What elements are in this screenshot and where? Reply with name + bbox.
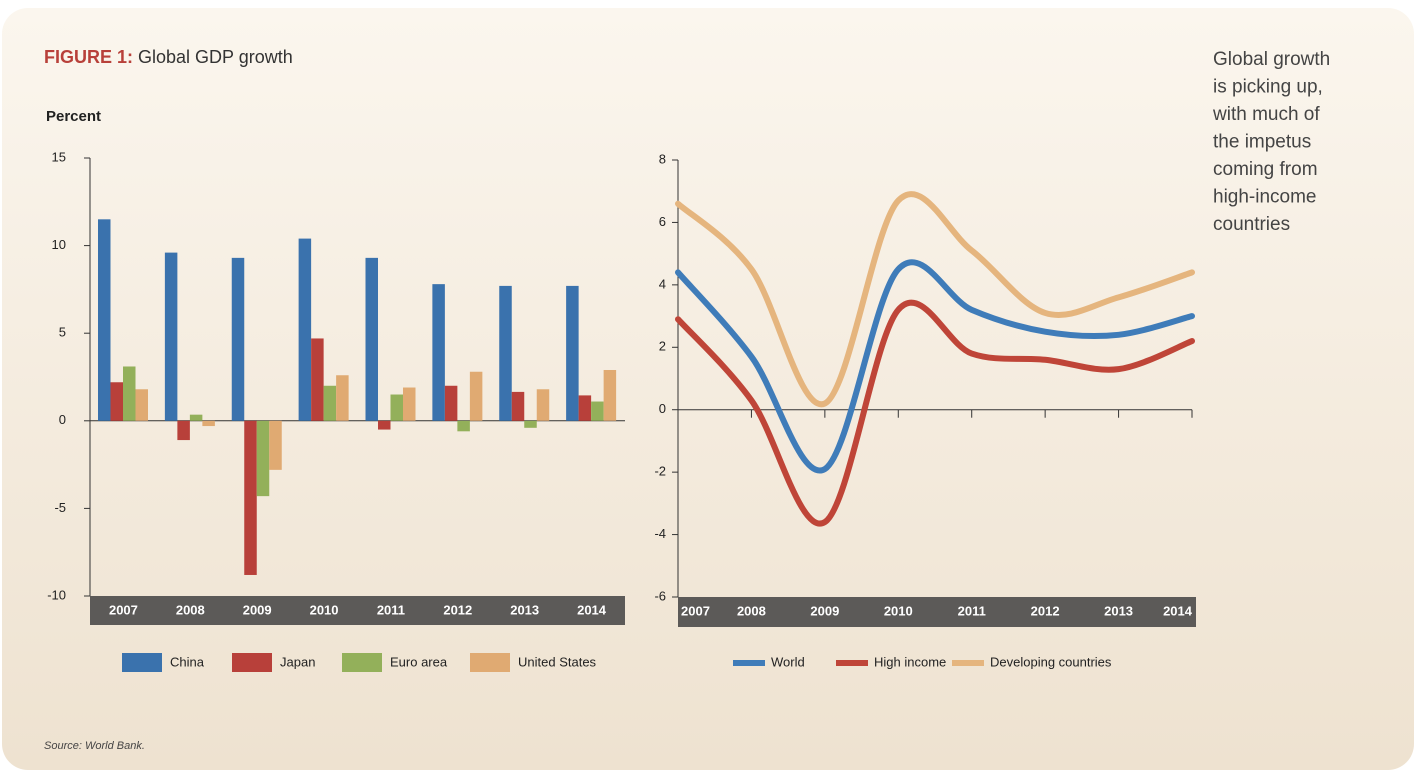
bar xyxy=(123,366,136,421)
bar xyxy=(524,420,537,428)
bar xyxy=(432,284,445,421)
bar xyxy=(378,420,391,430)
x-tick-label: 2011 xyxy=(377,602,405,617)
note-line: is picking up, xyxy=(1213,77,1323,98)
note-line: coming from xyxy=(1213,159,1318,180)
bar xyxy=(244,420,257,575)
bar xyxy=(110,382,123,421)
bar xyxy=(189,414,203,421)
bar xyxy=(164,252,178,421)
bar xyxy=(269,420,282,470)
y-tick-label: -2 xyxy=(654,464,666,479)
figure-title-text: Global GDP growth xyxy=(138,47,293,67)
bar xyxy=(603,369,617,421)
legend-swatch xyxy=(470,653,510,672)
figure-title: FIGURE 1: Global GDP growth xyxy=(44,47,293,67)
bar xyxy=(256,420,270,497)
note-line: with much of xyxy=(1212,104,1320,125)
x-tick-label: 2013 xyxy=(510,602,539,617)
legend-label: World xyxy=(771,654,805,669)
x-tick-label: 2014 xyxy=(1163,603,1193,618)
y-tick-label: -6 xyxy=(654,588,666,603)
legend-label: Developing countries xyxy=(990,654,1112,669)
y-axis-label: Percent xyxy=(46,108,101,125)
legend-label: High income xyxy=(874,654,946,669)
bar xyxy=(578,395,592,421)
y-tick-label: -5 xyxy=(54,500,66,515)
source: Source: World Bank. xyxy=(44,740,145,752)
category-band xyxy=(678,597,1196,627)
y-tick-label: 8 xyxy=(659,151,666,166)
bar xyxy=(231,257,245,421)
bar xyxy=(469,371,483,421)
x-tick-label: 2009 xyxy=(810,603,839,618)
note-line: Global growth xyxy=(1213,49,1330,70)
y-tick-label: 4 xyxy=(659,276,666,291)
bar xyxy=(591,401,604,421)
legend-swatch xyxy=(122,653,162,672)
bar xyxy=(323,385,337,421)
bar xyxy=(566,285,579,421)
bar xyxy=(536,389,550,421)
y-tick-label: -10 xyxy=(47,587,66,602)
bar xyxy=(298,238,312,421)
bar xyxy=(177,420,190,441)
bar xyxy=(98,219,111,421)
line xyxy=(675,191,1195,408)
x-tick-label: 2013 xyxy=(1104,603,1133,618)
figure-label: FIGURE 1: xyxy=(44,47,133,67)
bar xyxy=(390,394,403,421)
x-tick-label: 2012 xyxy=(443,602,472,617)
x-tick-label: 2007 xyxy=(109,602,138,617)
line xyxy=(675,259,1195,474)
note-line: high-income xyxy=(1213,187,1317,208)
bar xyxy=(444,385,458,421)
x-tick-label: 2014 xyxy=(577,602,607,617)
bar xyxy=(499,285,512,421)
y-tick-label: 10 xyxy=(52,237,66,252)
category-band xyxy=(90,596,625,625)
y-tick-label: 0 xyxy=(659,401,666,416)
y-tick-label: 5 xyxy=(59,325,66,340)
bar xyxy=(457,420,470,432)
legend-label: Euro area xyxy=(390,654,448,669)
legend-label: China xyxy=(170,654,205,669)
x-tick-label: 2007 xyxy=(681,603,710,618)
y-tick-label: 0 xyxy=(59,412,66,427)
bar xyxy=(135,389,148,421)
legend-swatch xyxy=(232,653,272,672)
x-tick-label: 2012 xyxy=(1031,603,1060,618)
bar xyxy=(336,375,349,421)
x-tick-label: 2010 xyxy=(884,603,913,618)
x-tick-label: 2008 xyxy=(737,603,766,618)
y-tick-label: 6 xyxy=(659,214,666,229)
legend-label: Japan xyxy=(280,654,315,669)
line xyxy=(675,299,1195,527)
x-tick-label: 2011 xyxy=(958,603,986,618)
bar xyxy=(202,420,215,427)
legend-label: United States xyxy=(518,654,597,669)
bar xyxy=(311,338,324,421)
x-tick-label: 2010 xyxy=(310,602,339,617)
x-tick-label: 2009 xyxy=(243,602,272,617)
note-line: countries xyxy=(1213,214,1290,235)
y-tick-label: 2 xyxy=(659,339,666,354)
x-tick-label: 2008 xyxy=(176,602,205,617)
bar xyxy=(365,257,378,421)
card xyxy=(2,8,1414,770)
y-tick-label: -4 xyxy=(654,526,666,541)
legend-swatch xyxy=(342,653,382,672)
bar xyxy=(403,387,416,421)
bar xyxy=(511,391,525,421)
note-line: the impetus xyxy=(1213,132,1311,153)
y-tick-label: 15 xyxy=(52,149,66,164)
